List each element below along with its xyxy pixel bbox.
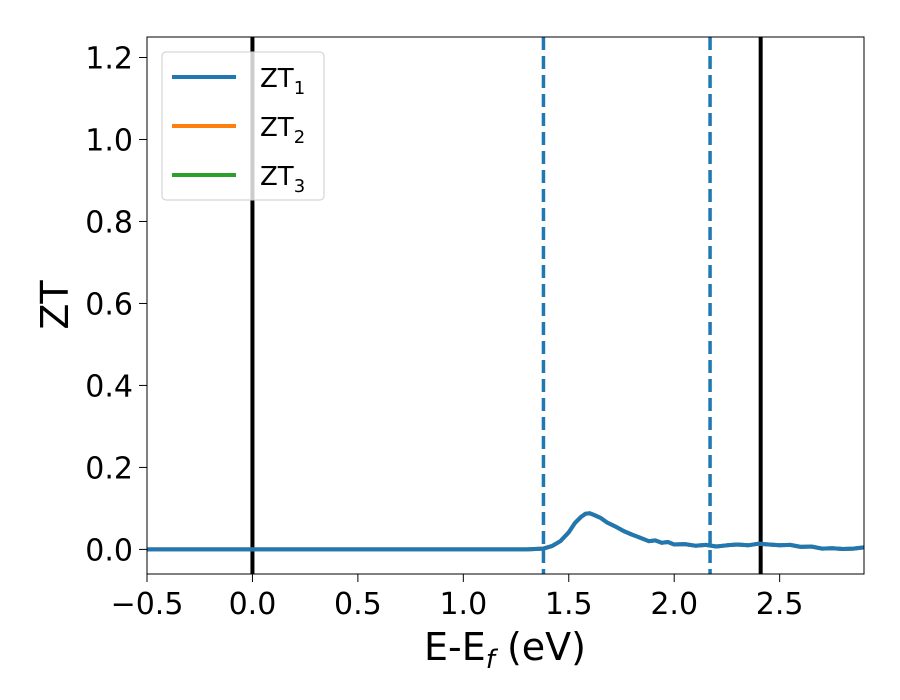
x-tick-label: −0.5: [111, 587, 184, 622]
y-tick-label: 0.4: [85, 369, 133, 404]
legend-label-3: ZT3: [260, 162, 305, 197]
legend-box: [161, 51, 325, 201]
x-tick-label: 2.0: [650, 587, 698, 622]
x-tick-label: 1.5: [545, 587, 593, 622]
y-tick-label: 0.8: [85, 205, 133, 240]
series-lines: [147, 511, 864, 552]
plot-frame: [146, 36, 865, 575]
x-tick-label: 0.0: [229, 587, 277, 622]
y-axis-label: ZT: [33, 280, 77, 330]
x-axis: −0.5 0.0 0.5 1.0 1.5 2.0 2.5: [111, 574, 804, 622]
x-tick-label: 2.5: [756, 587, 804, 622]
y-tick-label: 1.2: [85, 41, 133, 76]
y-tick-label: 1.0: [85, 123, 133, 158]
x-tick-label: 0.5: [334, 587, 382, 622]
legend-label-2: ZT2: [260, 113, 305, 148]
x-axis-label: E-Ef (eV): [424, 625, 586, 675]
y-tick-label: 0.0: [85, 533, 133, 568]
y-tick-label: 0.2: [85, 451, 133, 486]
legend-label-1: ZT1: [260, 64, 305, 99]
x-tick-label: 1.0: [439, 587, 487, 622]
legend: ZT1 ZT2 ZT3: [161, 51, 325, 201]
y-tick-label: 0.6: [85, 287, 133, 322]
series-line-2: [147, 511, 864, 552]
y-axis: 0.0 0.2 0.4 0.6 0.8 1.0 1.2: [85, 41, 147, 568]
